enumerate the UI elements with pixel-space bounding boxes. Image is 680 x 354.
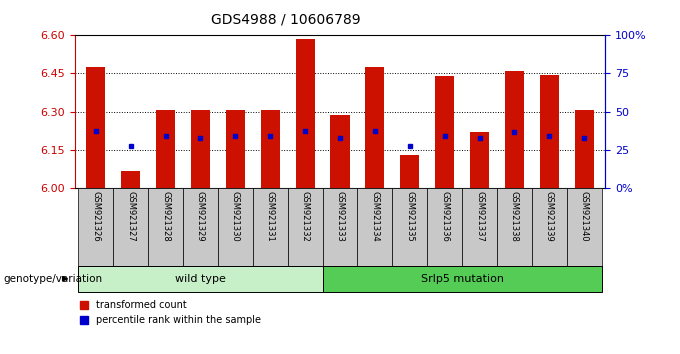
Bar (470, 132, 489, 188)
Bar (462, 188, 497, 266)
Bar (156, 110, 175, 188)
Text: GSM921337: GSM921337 (475, 191, 484, 242)
Bar (121, 171, 140, 188)
Text: GSM921329: GSM921329 (196, 191, 205, 241)
Text: genotype/variation: genotype/variation (3, 274, 103, 284)
Bar (78, 266, 322, 292)
Bar (218, 188, 253, 266)
Bar (567, 188, 602, 266)
Text: GSM921332: GSM921332 (301, 191, 309, 241)
Bar (226, 110, 245, 188)
Bar (78, 188, 113, 266)
Bar (540, 75, 559, 188)
Legend: transformed count, percentile rank within the sample: transformed count, percentile rank withi… (80, 301, 261, 325)
Text: GSM921335: GSM921335 (405, 191, 414, 241)
Bar (86, 67, 105, 188)
Text: wild type: wild type (175, 274, 226, 284)
Bar (253, 188, 288, 266)
Bar (288, 188, 322, 266)
Bar (260, 110, 279, 188)
Bar (296, 39, 315, 188)
Bar (435, 76, 454, 188)
Text: GDS4988 / 10606789: GDS4988 / 10606789 (211, 12, 360, 27)
Bar (505, 71, 524, 188)
Bar (191, 110, 210, 188)
Bar (427, 188, 462, 266)
Text: Srlp5 mutation: Srlp5 mutation (421, 274, 504, 284)
Bar (575, 110, 594, 188)
Text: GSM921327: GSM921327 (126, 191, 135, 241)
Text: GSM921339: GSM921339 (545, 191, 554, 241)
Text: GSM921338: GSM921338 (510, 191, 519, 242)
Bar (532, 188, 567, 266)
Bar (401, 155, 420, 188)
Text: GSM921336: GSM921336 (440, 191, 449, 242)
Text: GSM921334: GSM921334 (371, 191, 379, 241)
Bar (365, 67, 384, 188)
Text: GSM921330: GSM921330 (231, 191, 240, 241)
Text: GSM921340: GSM921340 (580, 191, 589, 241)
Bar (183, 188, 218, 266)
Bar (330, 115, 350, 188)
Bar (113, 188, 148, 266)
Text: GSM921333: GSM921333 (335, 191, 345, 242)
Bar (322, 188, 358, 266)
Bar (392, 188, 427, 266)
Text: GSM921326: GSM921326 (91, 191, 100, 241)
Text: GSM921328: GSM921328 (161, 191, 170, 241)
Text: GSM921331: GSM921331 (266, 191, 275, 241)
Bar (497, 188, 532, 266)
Bar (358, 188, 392, 266)
Bar (148, 188, 183, 266)
Bar (322, 266, 602, 292)
